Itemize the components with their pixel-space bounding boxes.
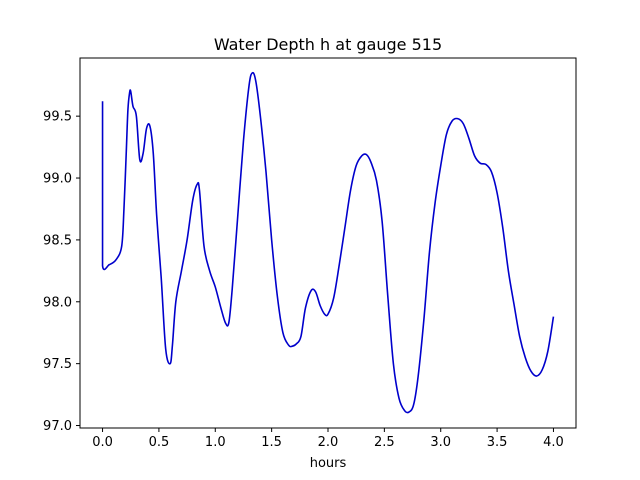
- y-axis: 97.0 97.5 98.0 98.5 99.0 99.5: [43, 110, 80, 434]
- y-tick-label: 99.5: [43, 110, 72, 125]
- x-tick-label: 3.5: [487, 435, 508, 450]
- water-depth-line: [101, 71, 555, 414]
- y-tick-label: 97.5: [43, 357, 72, 372]
- y-tick-label: 98.0: [43, 295, 72, 310]
- y-tick-label: 99.0: [43, 172, 72, 187]
- y-tick-label: 98.5: [43, 233, 72, 248]
- x-axis: 0.0 0.5 1.0 1.5 2.0 2.5 3.0 3.5 4.0: [92, 428, 564, 450]
- x-tick-label: 0.0: [92, 435, 113, 450]
- x-axis-title: hours: [310, 456, 347, 471]
- x-tick-label: 4.0: [543, 435, 564, 450]
- series-layer: [101, 71, 555, 414]
- x-tick-label: 2.0: [318, 435, 339, 450]
- x-tick-label: 1.0: [205, 435, 226, 450]
- x-tick-label: 3.0: [430, 435, 451, 450]
- x-tick-label: 0.5: [149, 435, 170, 450]
- y-tick-label: 97.0: [43, 419, 72, 434]
- chart-title: Water Depth h at gauge 515: [214, 35, 442, 54]
- x-tick-label: 2.5: [374, 435, 395, 450]
- x-tick-label: 1.5: [261, 435, 282, 450]
